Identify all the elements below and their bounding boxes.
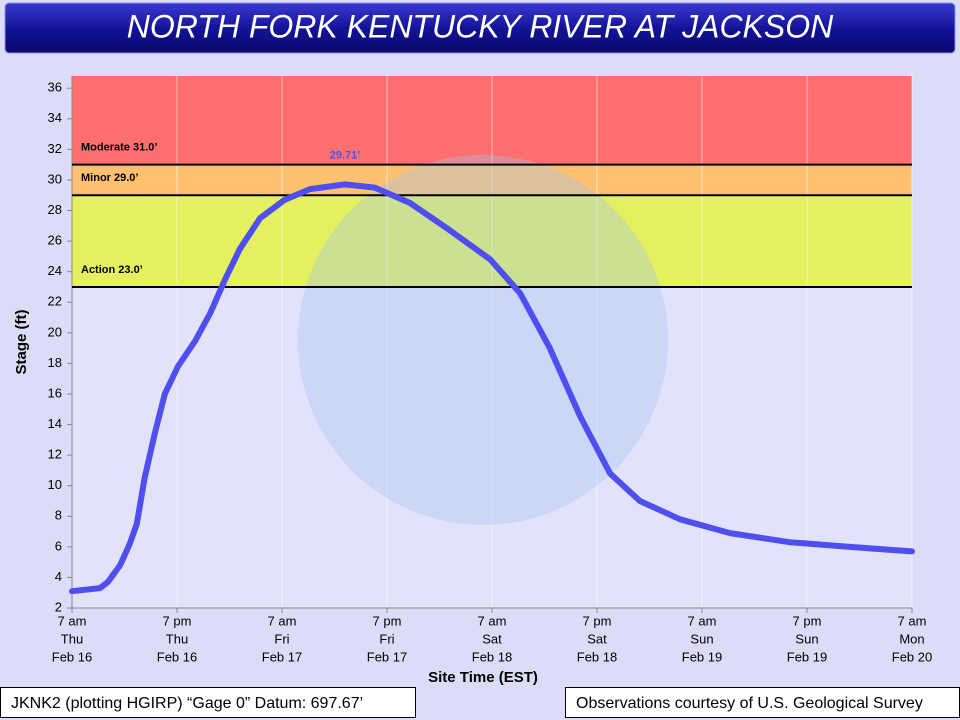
y-tick-label: 36 — [48, 80, 62, 95]
x-tick-label: 7 am — [478, 613, 507, 628]
watermark — [298, 155, 668, 525]
peak-label: 29.71’ — [330, 149, 361, 161]
x-tick-label: Thu — [61, 631, 83, 646]
x-tick-label: Feb 17 — [262, 649, 302, 664]
x-tick-label: 7 am — [898, 613, 927, 628]
flood-label: Minor 29.0’ — [81, 172, 138, 184]
x-tick-label: Feb 19 — [682, 649, 722, 664]
y-axis-title: Stage (ft) — [13, 310, 30, 375]
y-tick-label: 16 — [48, 385, 62, 400]
y-tick-label: 4 — [55, 569, 62, 584]
x-tick-label: Feb 20 — [892, 649, 932, 664]
y-tick-label: 12 — [48, 447, 62, 462]
y-tick-label: 32 — [48, 141, 62, 156]
x-tick-label: 7 pm — [373, 613, 402, 628]
y-tick-label: 22 — [48, 294, 62, 309]
x-tick-label: Feb 16 — [52, 649, 92, 664]
x-tick-label: Sat — [587, 631, 607, 646]
series-line — [69, 181, 915, 595]
x-tick-label: Fri — [379, 631, 394, 646]
x-tick-label: 7 pm — [583, 613, 612, 628]
y-tick-label: 2 — [55, 599, 62, 614]
y-tick-label: 8 — [55, 508, 62, 523]
x-tick-label: 7 pm — [163, 613, 192, 628]
chart-title: NORTH FORK KENTUCKY RIVER AT JACKSON — [127, 8, 834, 44]
x-tick-label: Thu — [166, 631, 188, 646]
y-tick-label: 26 — [48, 233, 62, 248]
x-tick-label: Fri — [274, 631, 289, 646]
x-tick-label: Mon — [899, 631, 924, 646]
footer-right: Observations courtesy of U.S. Geological… — [565, 687, 960, 718]
x-tick-label: Feb 18 — [577, 649, 617, 664]
y-tick-label: 28 — [48, 202, 62, 217]
x-tick-label: Feb 17 — [367, 649, 407, 664]
x-axis-title: Site Time (EST) — [428, 669, 538, 686]
y-tick-label: 6 — [55, 538, 62, 553]
y-tick-label: 18 — [48, 355, 62, 370]
chart: NORTH FORK KENTUCKY RIVER AT JACKSON 7 a… — [4, 2, 956, 686]
flood-label: Moderate 31.0’ — [81, 142, 157, 154]
flood-label: Action 23.0’ — [81, 264, 143, 276]
footer-left: JKNK2 (plotting HGIRP) “Gage 0” Datum: 6… — [0, 687, 416, 718]
y-tick-label: 14 — [48, 416, 62, 431]
y-tick-label: 24 — [48, 263, 62, 278]
x-tick-label: Sun — [690, 631, 713, 646]
x-tick-label: Feb 16 — [157, 649, 197, 664]
x-tick-label: 7 am — [58, 613, 87, 628]
x-tick-label: 7 pm — [793, 613, 822, 628]
title-banner — [4, 2, 956, 54]
y-tick-label: 20 — [48, 324, 62, 339]
y-tick-label: 34 — [48, 110, 62, 125]
x-tick-label: Sat — [482, 631, 502, 646]
x-tick-label: Feb 19 — [787, 649, 827, 664]
x-tick-label: Feb 18 — [472, 649, 512, 664]
y-tick-label: 10 — [48, 477, 62, 492]
x-tick-label: Sun — [795, 631, 818, 646]
x-tick-label: 7 am — [688, 613, 717, 628]
x-tick-label: 7 am — [268, 613, 297, 628]
y-tick-label: 30 — [48, 171, 62, 186]
